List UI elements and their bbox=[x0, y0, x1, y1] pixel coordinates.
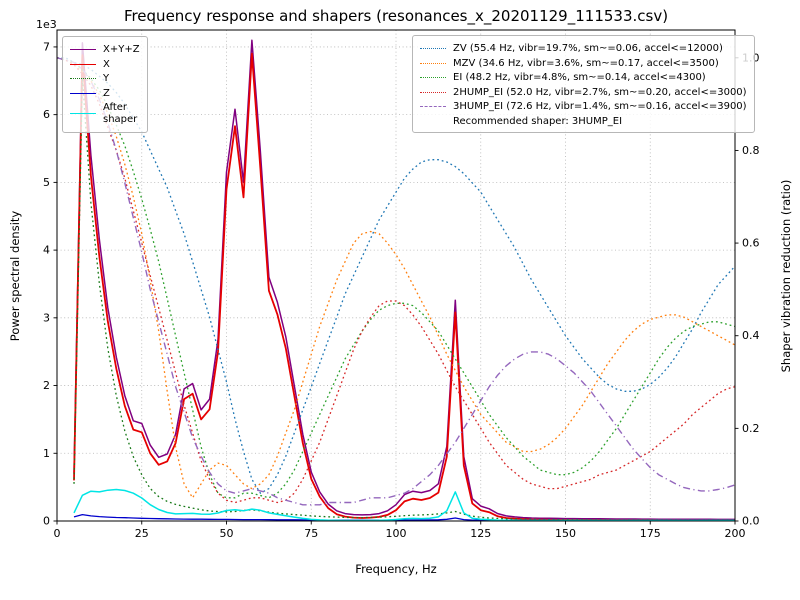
y-right-tick-label: 0.0 bbox=[742, 515, 760, 528]
y-right-tick-label: 0.6 bbox=[742, 237, 760, 250]
y-left-tick-label: 7 bbox=[43, 40, 50, 53]
y-right-tick-label: 0.8 bbox=[742, 144, 760, 157]
axis-ticks-and-labels: 0 25 50 75 100 125 150 175 200 0 1 2 3 4 5 6 7 0.0 0.2 0.4 0… bbox=[43, 40, 760, 540]
line-sample-xyz-icon bbox=[70, 49, 96, 51]
legend-item-z: Z bbox=[70, 88, 140, 100]
line-sample-after-shaper-icon bbox=[70, 113, 96, 114]
x-tick-label: 175 bbox=[640, 527, 661, 540]
y-left-tick-label: 5 bbox=[43, 176, 50, 189]
legend-item-after-shaper: After shaper bbox=[70, 102, 140, 125]
line-2HUMP_EI bbox=[56, 57, 736, 504]
y-left-tick-label: 3 bbox=[43, 311, 50, 324]
legend-item-mzv: MZV (34.6 Hz, vibr=3.6%, sm~=0.17, accel… bbox=[420, 58, 747, 70]
legend-label-mzv: MZV (34.6 Hz, vibr=3.6%, sm~=0.17, accel… bbox=[453, 57, 719, 69]
y-axis-offset-text: 1e3 bbox=[36, 18, 57, 31]
recommended-shaper-text: Recommended shaper: 3HUMP_EI bbox=[453, 115, 623, 127]
y-axis-label-right: Shaper vibration reduction (ratio) bbox=[779, 179, 793, 373]
x-tick-label: 50 bbox=[220, 527, 234, 540]
x-tick-label: 125 bbox=[470, 527, 491, 540]
line-MZV bbox=[56, 57, 736, 499]
y-left-tick-label: 4 bbox=[43, 244, 50, 257]
line-X+Y+Z bbox=[73, 39, 735, 521]
legend-item-x: X bbox=[70, 59, 140, 71]
line-sample-y-icon bbox=[70, 78, 96, 80]
psd-legend: X+Y+Z X Y Z After shaper bbox=[62, 36, 148, 133]
chart-title: Frequency response and shapers (resonanc… bbox=[123, 7, 669, 25]
line-sample-2hump-ei-icon bbox=[420, 91, 446, 93]
legend-item-zv: ZV (55.4 Hz, vibr=19.7%, sm~=0.06, accel… bbox=[420, 43, 747, 55]
legend-item-ei: EI (48.2 Hz, vibr=4.8%, sm~=0.14, accel<… bbox=[420, 72, 747, 84]
line-sample-mzv-icon bbox=[420, 62, 446, 64]
legend-item-y: Y bbox=[70, 73, 140, 85]
legend-label-x: X bbox=[103, 58, 110, 70]
legend-label-2hump-ei: 2HUMP_EI (52.0 Hz, vibr=2.7%, sm~=0.20, … bbox=[453, 86, 747, 98]
x-tick-label: 75 bbox=[304, 527, 318, 540]
legend-item-2hump-ei: 2HUMP_EI (52.0 Hz, vibr=2.7%, sm~=0.20, … bbox=[420, 87, 747, 99]
legend-item-xyz: X+Y+Z bbox=[70, 44, 140, 56]
line-EI bbox=[56, 57, 736, 499]
shaper-legend: ZV (55.4 Hz, vibr=19.7%, sm~=0.06, accel… bbox=[412, 35, 755, 133]
x-tick-label: 150 bbox=[555, 527, 576, 540]
x-tick-label: 100 bbox=[386, 527, 407, 540]
x-tick-label: 25 bbox=[135, 527, 149, 540]
y-left-tick-label: 0 bbox=[43, 515, 50, 528]
legend-label-ei: EI (48.2 Hz, vibr=4.8%, sm~=0.14, accel<… bbox=[453, 72, 706, 83]
legend-label-zv: ZV (55.4 Hz, vibr=19.7%, sm~=0.06, accel… bbox=[453, 43, 723, 54]
y-left-tick-label: 1 bbox=[43, 447, 50, 460]
line-ZV bbox=[57, 57, 736, 494]
legend-label-3hump-ei: 3HUMP_EI (72.6 Hz, vibr=1.4%, sm~=0.16, … bbox=[453, 101, 747, 112]
legend-label-y: Y bbox=[103, 73, 110, 84]
y-right-tick-label: 0.2 bbox=[742, 422, 760, 435]
x-tick-label: 0 bbox=[54, 527, 61, 540]
y-left-tick-label: 2 bbox=[43, 379, 50, 392]
line-sample-3hump-ei-icon bbox=[420, 106, 446, 108]
x-tick-label: 200 bbox=[725, 527, 746, 540]
line-sample-x-icon bbox=[70, 63, 96, 65]
line-sample-z-icon bbox=[70, 92, 96, 94]
line-sample-zv-icon bbox=[420, 48, 446, 50]
line-sample-ei-icon bbox=[420, 77, 446, 79]
legend-item-3hump-ei: 3HUMP_EI (72.6 Hz, vibr=1.4%, sm~=0.16, … bbox=[420, 101, 747, 113]
x-axis-label: Frequency, Hz bbox=[355, 562, 437, 576]
y-left-tick-label: 6 bbox=[43, 108, 50, 121]
legend-label-after-shaper: After shaper bbox=[103, 102, 138, 125]
y-axis-label-left: Power spectral density bbox=[8, 210, 22, 342]
legend-label-z: Z bbox=[103, 87, 110, 99]
y-right-tick-label: 0.4 bbox=[742, 329, 760, 342]
legend-label-xyz: X+Y+Z bbox=[103, 44, 140, 55]
